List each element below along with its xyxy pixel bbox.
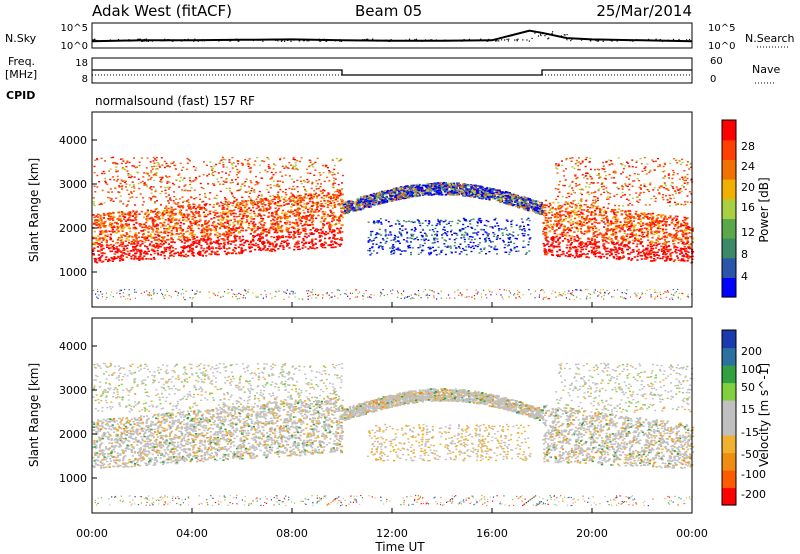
power-cbar-tick-12: 12	[741, 226, 755, 239]
vel-ytick-4000: 4000	[59, 340, 87, 353]
vel-cbar-tick-200: 200	[741, 345, 762, 358]
power-ytick-2000: 2000	[59, 222, 87, 235]
time-tick-label: 12:00	[376, 527, 408, 540]
cpid-value: normalsound (fast) 157 RF	[95, 94, 255, 108]
vel-cbar-tick-m15: -15	[741, 426, 759, 439]
velocity-colorbar-label: Velocity [m s^-1]	[757, 363, 771, 467]
freq-series-line	[92, 69, 692, 76]
power-cbar-tick-20: 20	[741, 181, 755, 194]
vel-cbar-tick-15: 15	[741, 403, 755, 416]
power-ytick-1000: 1000	[59, 266, 87, 279]
time-tick-label: 08:00	[276, 527, 308, 540]
velocity-ylabel: Slant Range [km]	[27, 363, 41, 467]
freq-tick-bottom: 8	[82, 74, 88, 85]
power-cbar-tick-4: 4	[741, 270, 748, 283]
velocity-y-axis: 1000 2000 3000 4000	[59, 340, 97, 485]
power-cbar-tick-28: 28	[741, 140, 755, 153]
nave-tick-bottom: 0	[710, 74, 716, 85]
vel-cbar-tick-m200: -200	[741, 488, 766, 501]
power-colorbar-label: Power [dB]	[757, 177, 771, 242]
date-title: 25/Mar/2014	[596, 2, 692, 20]
time-tick-label: 00:00	[76, 527, 108, 540]
time-tick-label: 20:00	[576, 527, 608, 540]
velocity-colorbar-frame	[721, 329, 737, 506]
velocity-heatmap	[92, 362, 695, 507]
freq-label-line1: Freq.	[8, 55, 35, 68]
vel-cbar-tick-m100: -100	[741, 468, 766, 481]
vel-cbar-tick-100: 100	[741, 363, 762, 376]
power-colorbar-ticks: 28 24 20 16 12 8 4	[741, 140, 755, 283]
power-colorbar-frame	[721, 119, 737, 298]
vel-cbar-tick-50: 50	[741, 381, 755, 394]
time-tick-label: 04:00	[176, 527, 208, 540]
freq-tick-top: 18	[75, 58, 88, 69]
vel-ytick-1000: 1000	[59, 472, 87, 485]
nsky-tick-top: 10^5	[61, 23, 88, 34]
time-tick-label: 00:00	[676, 527, 708, 540]
nave-tick-top: 60	[710, 56, 723, 67]
nsky-line	[91, 29, 693, 43]
power-ylabel: Slant Range [km]	[27, 158, 41, 262]
power-cbar-tick-24: 24	[741, 160, 755, 173]
power-ytick-3000: 3000	[59, 178, 87, 191]
power-colorbar	[722, 120, 736, 298]
nave-label: Nave	[752, 63, 780, 76]
power-cbar-tick-16: 16	[741, 201, 755, 214]
nsearch-tick-bottom: 10^0	[708, 41, 735, 52]
vel-ytick-2000: 2000	[59, 428, 87, 441]
power-y-axis: 1000 2000 3000 4000	[59, 134, 97, 279]
power-ytick-4000: 4000	[59, 134, 87, 147]
time-tick-label: 16:00	[476, 527, 508, 540]
nsky-panel-frame	[91, 22, 693, 49]
vel-ytick-3000: 3000	[59, 384, 87, 397]
nsky-label: N.Sky	[5, 32, 37, 45]
cpid-label: CPID	[6, 89, 35, 102]
power-heatmap	[92, 156, 695, 301]
time-axis-label: Time UT	[374, 540, 425, 554]
freq-label-line2: [MHz]	[5, 68, 37, 81]
power-cbar-tick-8: 8	[741, 248, 748, 261]
velocity-colorbar-ticks: 200 100 50 15 -15 -50 -100 -200	[741, 345, 766, 501]
nsky-series	[91, 29, 693, 43]
time-axis: 00:00 04:00 08:00 12:00 16:00 20:00 00:00	[76, 302, 708, 540]
velocity-colorbar	[722, 330, 736, 506]
beam-title: Beam 05	[355, 2, 422, 20]
station-title: Adak West (fitACF)	[92, 2, 232, 20]
vel-cbar-tick-m50: -50	[741, 448, 759, 461]
nsky-tick-bottom: 10^0	[61, 41, 88, 52]
nsearch-label: N.Search	[745, 32, 795, 45]
nsearch-tick-top: 10^5	[708, 23, 735, 34]
